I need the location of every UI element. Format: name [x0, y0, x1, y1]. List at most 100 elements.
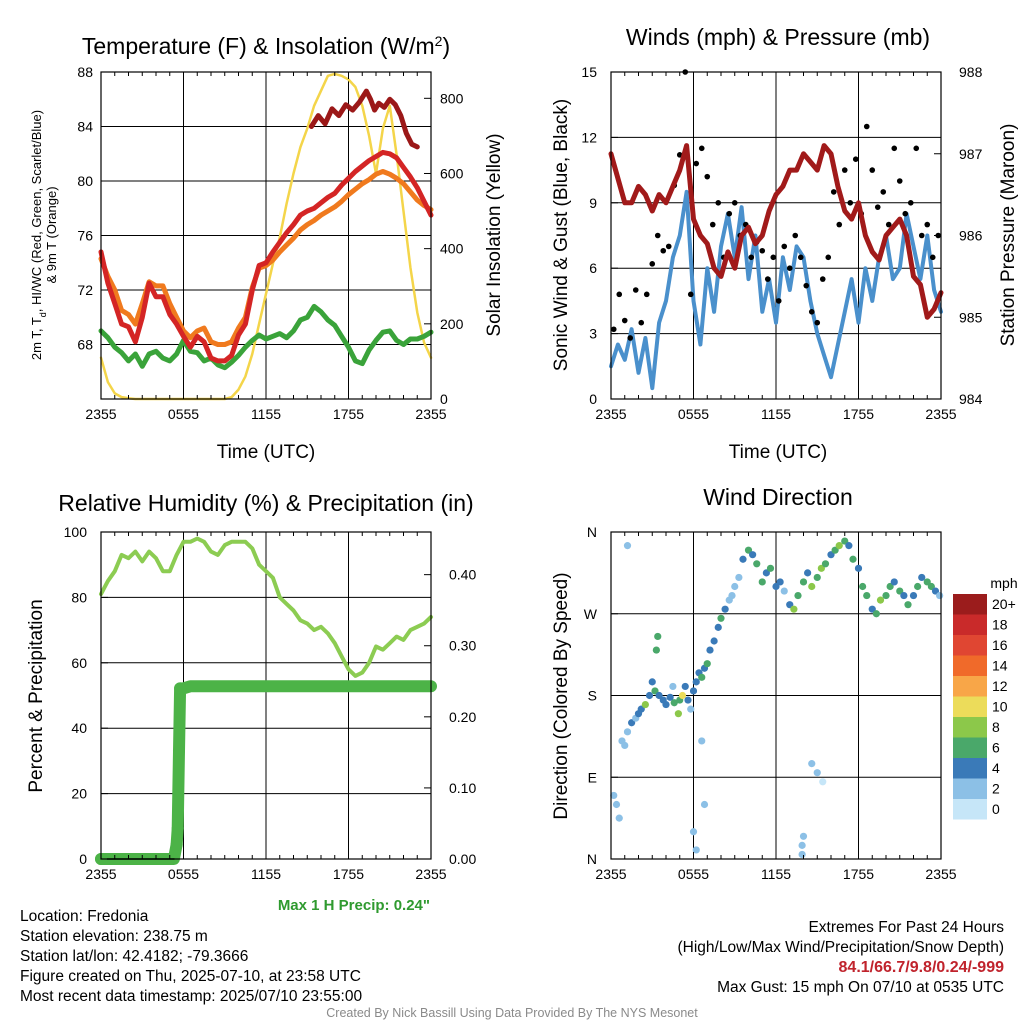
direction-point	[790, 605, 798, 613]
x-tick-label: 1755	[333, 866, 364, 882]
y-axis-label-line2: & 9m T (Orange)	[44, 186, 59, 283]
direction-point	[804, 569, 812, 577]
extremes-values: 84.1/66.7/9.8/0.24/-999	[838, 959, 1004, 976]
direction-point	[684, 696, 692, 704]
direction-point	[666, 693, 674, 701]
legend-label: 8	[992, 719, 1000, 735]
x-tick-label: 1755	[843, 866, 874, 882]
gust-point	[863, 123, 870, 130]
y-tick-label: 80	[71, 589, 87, 605]
legend-label: 2	[992, 781, 1000, 797]
x-tick-label: 1155	[251, 406, 281, 422]
direction-point	[863, 591, 871, 600]
direction-point	[904, 601, 912, 609]
gust-point	[693, 160, 700, 167]
direction-point	[798, 841, 806, 849]
gust-point	[621, 317, 628, 324]
latlon-label: Station lat/lon: 42.4182; -79.3666	[20, 948, 249, 965]
y-tick-label: 0	[589, 391, 597, 407]
gust-point	[913, 145, 920, 152]
direction-point	[835, 542, 843, 550]
direction-point	[700, 800, 709, 809]
gust-point	[929, 254, 936, 261]
direction-point	[739, 555, 747, 563]
gust-point	[731, 200, 738, 206]
direction-point	[753, 560, 761, 568]
direction-point	[776, 578, 784, 586]
direction-point	[780, 587, 788, 595]
gust-point	[610, 326, 617, 333]
location-label: Location: Fredonia	[20, 908, 149, 925]
direction-point	[641, 700, 649, 709]
x-tick-label: 1755	[333, 406, 364, 422]
direction-point	[849, 555, 857, 563]
gust-point	[687, 291, 694, 298]
gust-point	[852, 156, 859, 162]
direction-point	[819, 778, 827, 786]
x-axis-label: Time (UTC)	[729, 442, 828, 463]
gust-point	[825, 254, 832, 261]
humidity-panel: 2355 0555 1155 1755 2355 100 80 60 40 20 0 0.40 0.30…	[26, 490, 476, 882]
direction-point	[698, 673, 706, 681]
y-tick-label: 20	[71, 786, 87, 802]
gust-point	[792, 232, 799, 239]
x-tick-label: 2355	[925, 866, 956, 882]
legend-swatch	[953, 635, 987, 656]
y2-axis-label: Station Pressure (Maroon)	[998, 124, 1019, 347]
y-tick-label: E	[588, 769, 597, 785]
x-tick-label: 1155	[761, 866, 791, 882]
y-tick-label: 3	[589, 326, 597, 342]
direction-point	[813, 769, 821, 777]
temp-9m-line	[98, 169, 434, 347]
gust-point	[803, 282, 810, 289]
direction-point	[876, 596, 885, 604]
direction-point	[728, 591, 736, 600]
x-tick-label: 0555	[168, 406, 199, 422]
direction-point	[798, 850, 806, 859]
temp-2m-line	[98, 149, 434, 364]
precip-point	[174, 682, 187, 695]
x-tick-label: 0555	[168, 866, 199, 882]
legend-swatch	[953, 778, 987, 799]
legend-label: 6	[992, 740, 1000, 756]
gust-point	[797, 254, 804, 261]
y2-axis-label: Solar Insolation (Yellow)	[484, 133, 505, 336]
direction-point	[799, 578, 808, 586]
direction-point	[645, 691, 654, 700]
direction-point	[662, 700, 670, 709]
chart-title: Relative Humidity (%) & Precipitation (i…	[58, 490, 473, 516]
x-tick-label: 2355	[595, 866, 626, 882]
direction-point	[808, 582, 816, 591]
y-tick-label: 6	[589, 260, 597, 276]
legend-label: 4	[992, 760, 1000, 776]
y2-tick-label: 985	[959, 309, 983, 325]
x-tick-label: 2355	[415, 866, 446, 882]
winds-panel: 2355 0555 1155 1755 2355 15 12 9 6 3 0 988 987 986 985…	[551, 24, 1019, 463]
gust-point	[781, 243, 788, 250]
y-tick-label: 84	[77, 119, 93, 135]
legend-swatch	[953, 614, 987, 635]
direction-point	[623, 728, 632, 736]
dewpoint-line	[98, 303, 434, 371]
direction-point	[731, 582, 739, 591]
direction-point	[692, 678, 700, 686]
extremes-info: Extremes For Past 24 Hours (High/Low/Max…	[678, 918, 1005, 998]
legend-swatch	[953, 799, 987, 820]
direction-point	[681, 682, 689, 691]
elevation-label: Station elevation: 238.75 m	[20, 928, 208, 945]
y2-tick-label: 0.00	[449, 851, 476, 867]
legend-swatch	[953, 655, 987, 676]
max-precip-label: Max 1 H Precip: 0.24"	[277, 897, 430, 914]
x-tick-label: 2355	[85, 866, 116, 882]
y-tick-label: 72	[77, 282, 93, 298]
humidity-line	[99, 536, 433, 678]
x-tick-label: 1755	[843, 406, 874, 422]
gust-point	[632, 287, 639, 293]
gust-point	[704, 173, 711, 180]
chart-title: Wind Direction	[703, 484, 853, 510]
x-tick-label: 1155	[251, 866, 281, 882]
x-tick-label: 2355	[415, 406, 446, 422]
legend-swatch	[953, 717, 987, 738]
gust-point	[654, 232, 661, 239]
y-axis-label: Direction (Colored By Speed)	[551, 572, 572, 819]
